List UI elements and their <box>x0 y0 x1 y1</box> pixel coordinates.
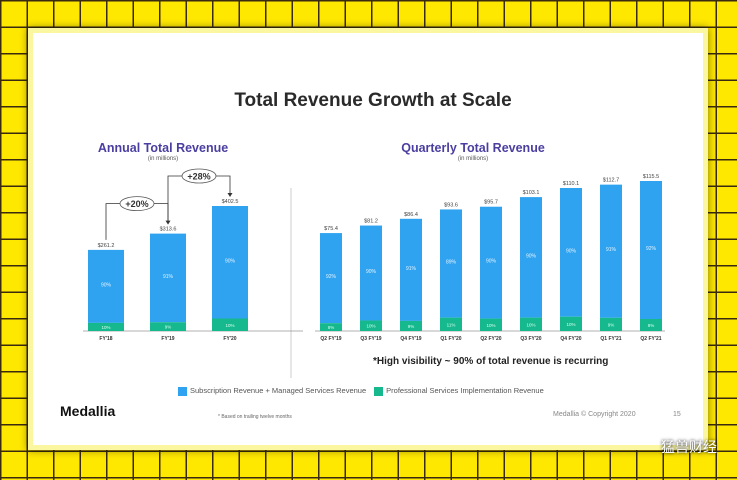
arrow-down-icon <box>227 193 233 197</box>
pct-label: 91% <box>406 266 417 272</box>
total-label: $95.7 <box>484 200 498 206</box>
pct-label: 10% <box>486 323 495 328</box>
footnote: * Based on trailing twelve months <box>218 414 292 420</box>
x-tick-label: Q4 FY'19 <box>400 336 421 342</box>
watermark: 猛兽财经 <box>661 439 717 455</box>
x-tick-label: Q1 FY'20 <box>440 336 461 342</box>
bar-services <box>400 320 422 331</box>
quarterly-chart-title: Quarterly Total Revenue <box>401 141 545 155</box>
x-tick-label: Q1 FY'21 <box>600 336 621 342</box>
pct-label: 90% <box>486 259 497 265</box>
bar-subscription <box>88 249 124 323</box>
legend: Subscription Revenue + Managed Services … <box>178 386 544 396</box>
slide: Total Revenue Growth at Scale Annual Tot… <box>28 28 708 450</box>
pct-label: 10% <box>225 323 234 328</box>
pct-label: 9% <box>608 322 615 327</box>
legend-label: Professional Services Implementation Rev… <box>386 386 544 395</box>
pct-label: 89% <box>446 260 457 266</box>
bar-services <box>88 322 124 331</box>
bar-subscription <box>440 209 462 318</box>
pct-label: 91% <box>163 274 174 280</box>
bar-subscription <box>520 197 542 318</box>
total-label: $110.1 <box>563 181 579 187</box>
bar-services <box>212 318 248 331</box>
x-tick-label: FY'19 <box>161 336 174 342</box>
total-label: $112.7 <box>603 178 619 184</box>
slide-title: Total Revenue Growth at Scale <box>234 90 512 111</box>
bar-services <box>640 319 662 331</box>
pct-label: 10% <box>566 322 575 327</box>
page-number: 15 <box>673 411 681 418</box>
bar-subscription <box>320 233 342 324</box>
pct-label: 8% <box>648 323 655 328</box>
total-label: $86.4 <box>404 212 418 218</box>
legend-swatch-icon <box>178 386 187 396</box>
pct-label: 10% <box>366 324 375 329</box>
x-tick-label: FY'18 <box>99 336 112 342</box>
charts-canvas: $261.2 90% 10% FY'18 $313.6 91% 9% FY'19 $402.5 9… <box>83 168 665 378</box>
copyright: Medallia © Copyright 2020 <box>553 411 636 418</box>
bar-subscription <box>600 184 622 318</box>
bar-subscription <box>560 188 582 317</box>
pct-label: 92% <box>326 274 337 280</box>
pct-label: 90% <box>566 248 577 254</box>
x-tick-label: Q2 FY'20 <box>480 336 501 342</box>
bar-services <box>320 323 342 331</box>
pct-label: 11% <box>447 322 456 327</box>
annual-chart-subtitle: (in millions) <box>147 156 179 162</box>
x-tick-label: Q3 FY'20 <box>520 336 541 342</box>
pct-label: 90% <box>366 269 377 275</box>
bar-services <box>520 317 542 331</box>
x-tick-label: FY'20 <box>223 336 236 342</box>
pct-label: 91% <box>606 247 617 253</box>
x-tick-label: Q2 FY'21 <box>640 336 661 342</box>
growth-badge <box>119 196 155 212</box>
bar-services <box>150 322 186 331</box>
recurring-note: *High visibility ~ 90% of total revenue … <box>373 356 609 367</box>
bar-services <box>440 317 462 331</box>
total-label: $313.6 <box>160 227 177 233</box>
growth-label: +20% <box>125 199 148 209</box>
legend-label: Subscription Revenue + Managed Services … <box>190 386 367 395</box>
pct-label: 8% <box>328 325 335 330</box>
total-label: $261.2 <box>98 243 115 249</box>
total-label: $75.4 <box>324 226 338 232</box>
total-label: $402.5 <box>222 199 239 205</box>
bar-services <box>480 318 502 331</box>
bar-services <box>360 320 382 331</box>
pct-label: 9% <box>408 324 415 329</box>
total-label: $103.1 <box>523 190 540 196</box>
x-tick-label: Q4 FY'20 <box>560 336 581 342</box>
legend-item-subscription: Subscription Revenue + Managed Services … <box>178 386 366 396</box>
bar-subscription <box>212 206 248 319</box>
bar-subscription <box>480 206 502 319</box>
pct-label: 90% <box>225 258 236 264</box>
bar-services <box>560 316 582 331</box>
legend-swatch-icon <box>374 386 384 396</box>
pct-label: 90% <box>101 282 112 288</box>
total-label: $81.2 <box>364 219 378 225</box>
x-tick-label: Q2 FY'19 <box>320 336 341 342</box>
growth-label: +28% <box>187 172 210 182</box>
bar-services <box>600 317 622 331</box>
pct-label: 92% <box>646 246 657 252</box>
quarterly-chart-subtitle: (in millions) <box>457 156 489 162</box>
medallia-logo: Medallia <box>60 403 116 419</box>
pct-label: 10% <box>526 322 535 327</box>
growth-badge <box>181 168 217 184</box>
total-label: $93.6 <box>444 202 458 208</box>
legend-item-services: Professional Services Implementation Rev… <box>374 386 544 396</box>
pct-label: 90% <box>526 253 537 259</box>
pct-label: 10% <box>101 325 110 330</box>
bar-subscription <box>360 225 382 321</box>
total-label: $115.5 <box>643 174 659 180</box>
x-tick-label: Q3 FY'19 <box>360 336 381 342</box>
annual-chart-title: Annual Total Revenue <box>97 141 229 155</box>
pct-label: 9% <box>165 325 172 330</box>
bar-subscription <box>400 218 422 321</box>
bar-subscription <box>640 181 662 319</box>
bar-subscription <box>150 233 186 323</box>
